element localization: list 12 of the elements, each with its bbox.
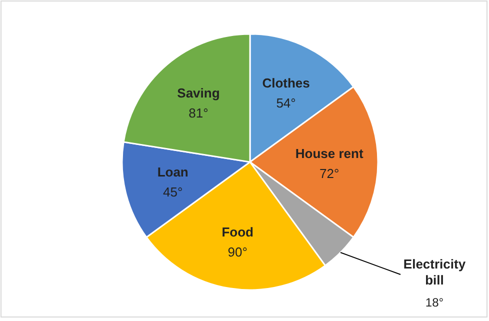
slice-label: Loan xyxy=(157,164,188,180)
slice-label: Food xyxy=(222,224,254,240)
data-label: 72° xyxy=(320,166,340,181)
data-label: 45° xyxy=(162,184,183,200)
data-label: 18° xyxy=(425,296,444,310)
data-label: 54° xyxy=(276,95,296,110)
slice-label: Electricity bill xyxy=(403,256,466,288)
slice-label: Clothes xyxy=(262,75,310,90)
slice-label: House rent xyxy=(295,146,364,161)
data-label: 90° xyxy=(228,244,248,260)
slice-label: Saving xyxy=(177,86,220,101)
data-label: 81° xyxy=(188,106,208,121)
